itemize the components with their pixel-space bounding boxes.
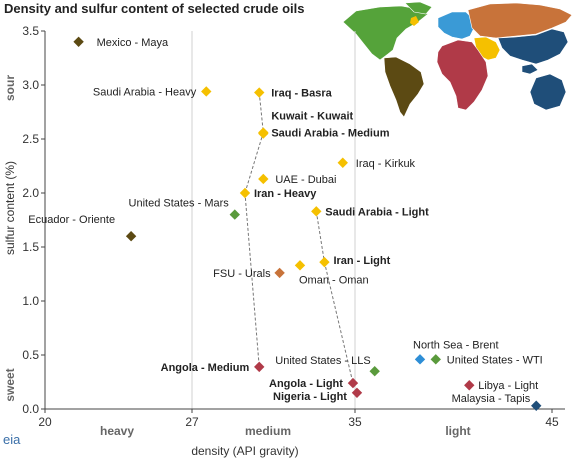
- point-label: Saudi Arabia - Medium: [271, 128, 389, 140]
- point-label: Oman - Oman: [299, 274, 369, 286]
- data-point: [531, 400, 542, 411]
- connector-line: [323, 262, 354, 384]
- chart-grid: [191, 31, 356, 409]
- data-point: [258, 128, 269, 139]
- y-tick-label: 2.5: [22, 132, 39, 146]
- y-tick-label: 2.0: [22, 186, 39, 200]
- data-point: [319, 256, 330, 268]
- chart-axes: 0.0 0.5 1.0 1.5 2.0 2.5 3.0 3.5 20 27 35 45 heavy med…: [3, 24, 565, 458]
- x-tick-label: 20: [38, 415, 52, 429]
- north-america-region: [342, 5, 429, 61]
- data-point: [254, 361, 265, 373]
- data-point: [73, 36, 84, 47]
- africa-region: [436, 39, 489, 111]
- y-tick-label: 0.5: [22, 348, 39, 362]
- x-tick-label: 27: [185, 415, 199, 429]
- data-point: [294, 260, 306, 271]
- y-category-sweet: sweet: [3, 368, 17, 401]
- connector-line: [315, 211, 325, 263]
- x-axis-title: density (API gravity): [191, 444, 298, 458]
- y-tick-label: 3.5: [22, 24, 39, 38]
- y-tick-label: 1.5: [22, 240, 39, 254]
- venezuela-region: [410, 16, 419, 26]
- australia-region: [529, 73, 567, 111]
- point-label: Nigeria - Light: [273, 391, 347, 403]
- point-label: United States - WTI: [447, 354, 543, 366]
- chart-labels: Mexico - Maya Saudi Arabia - Heavy Iraq - …: [28, 37, 542, 405]
- data-point: [337, 157, 348, 168]
- point-label: Malaysia - Tapis: [452, 393, 531, 405]
- data-point: [274, 267, 285, 279]
- x-category-heavy: heavy: [100, 424, 134, 438]
- data-point: [239, 187, 251, 199]
- point-label: Iran - Light: [333, 255, 390, 267]
- asia-region: [497, 28, 569, 65]
- point-label: Saudi Arabia - Light: [325, 206, 429, 218]
- chart-connectors: [244, 92, 354, 384]
- y-tick-label: 0.0: [22, 402, 39, 416]
- data-point: [430, 354, 441, 365]
- south-america-region: [383, 56, 425, 118]
- point-label: FSU - Urals: [213, 268, 271, 280]
- point-label: Mexico - Maya: [97, 37, 169, 49]
- y-category-sour: sour: [3, 75, 17, 101]
- indonesia-region: [521, 63, 539, 75]
- point-label: United States - LLS: [275, 355, 370, 367]
- y-tick-label: 1.0: [22, 294, 39, 308]
- y-axis-title: sulfur content (%): [3, 161, 17, 255]
- point-label: UAE - Dubai: [275, 174, 336, 186]
- data-point: [254, 87, 265, 98]
- point-label: Ecuador - Oriente: [28, 214, 115, 226]
- connector-line: [244, 192, 260, 367]
- data-point: [229, 209, 240, 220]
- point-label: Libya - Light: [478, 380, 538, 392]
- x-category-light: light: [445, 424, 470, 438]
- point-label: Kuwait - Kuwait: [271, 111, 353, 123]
- chart-title: Density and sulfur content of selected c…: [4, 1, 305, 16]
- point-label: Iraq - Kirkuk: [356, 158, 416, 170]
- chart-points: [73, 36, 542, 411]
- data-point: [125, 231, 137, 242]
- point-label: Angola - Light: [269, 378, 343, 390]
- world-map: [342, 1, 573, 118]
- data-point: [464, 380, 475, 391]
- x-category-medium: medium: [245, 424, 291, 438]
- point-label: Angola - Medium: [161, 362, 250, 374]
- point-label: North Sea - Brent: [413, 339, 499, 351]
- x-tick-label: 35: [348, 415, 362, 429]
- data-point: [258, 173, 269, 185]
- data-point: [369, 366, 380, 377]
- point-label: United States - Mars: [129, 198, 230, 210]
- data-point: [347, 377, 359, 389]
- y-tick-label: 3.0: [22, 78, 39, 92]
- x-tick-label: 45: [545, 415, 559, 429]
- data-point: [201, 86, 212, 97]
- connector-line: [244, 132, 264, 194]
- data-point: [351, 387, 363, 398]
- data-point: [311, 206, 322, 217]
- europe-region: [437, 11, 475, 40]
- russia-region: [467, 2, 573, 39]
- eia-logo: eia: [3, 432, 21, 447]
- point-label: Saudi Arabia - Heavy: [93, 86, 197, 98]
- point-label: Iraq - Basra: [271, 88, 332, 100]
- connector-line: [258, 92, 264, 133]
- point-label: Iran - Heavy: [254, 188, 317, 200]
- greenland-region: [404, 1, 433, 15]
- data-point: [414, 354, 426, 365]
